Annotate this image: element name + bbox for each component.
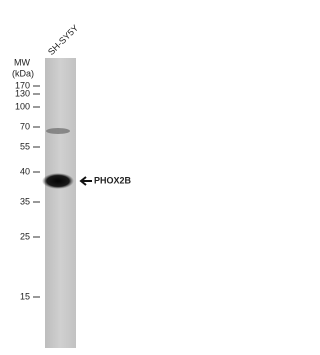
mw-label: MW bbox=[14, 57, 30, 67]
faint-band bbox=[46, 128, 70, 134]
marker-label: 40 bbox=[20, 166, 30, 176]
marker-label: 130 bbox=[15, 88, 30, 98]
arrow bbox=[79, 176, 92, 186]
marker-label: 170 bbox=[15, 80, 30, 90]
target-label: PHOX2B bbox=[94, 175, 132, 185]
marker-label: 15 bbox=[20, 291, 30, 301]
marker-label: 55 bbox=[20, 141, 30, 151]
unit-label: (kDa) bbox=[12, 68, 34, 78]
marker-label: 25 bbox=[20, 231, 30, 241]
lane bbox=[45, 58, 76, 348]
marker-label: 70 bbox=[20, 121, 30, 131]
marker-label: 100 bbox=[15, 101, 30, 111]
band bbox=[42, 173, 74, 189]
lane-label: SH-SY5Y bbox=[46, 23, 80, 57]
marker-label: 35 bbox=[20, 196, 30, 206]
